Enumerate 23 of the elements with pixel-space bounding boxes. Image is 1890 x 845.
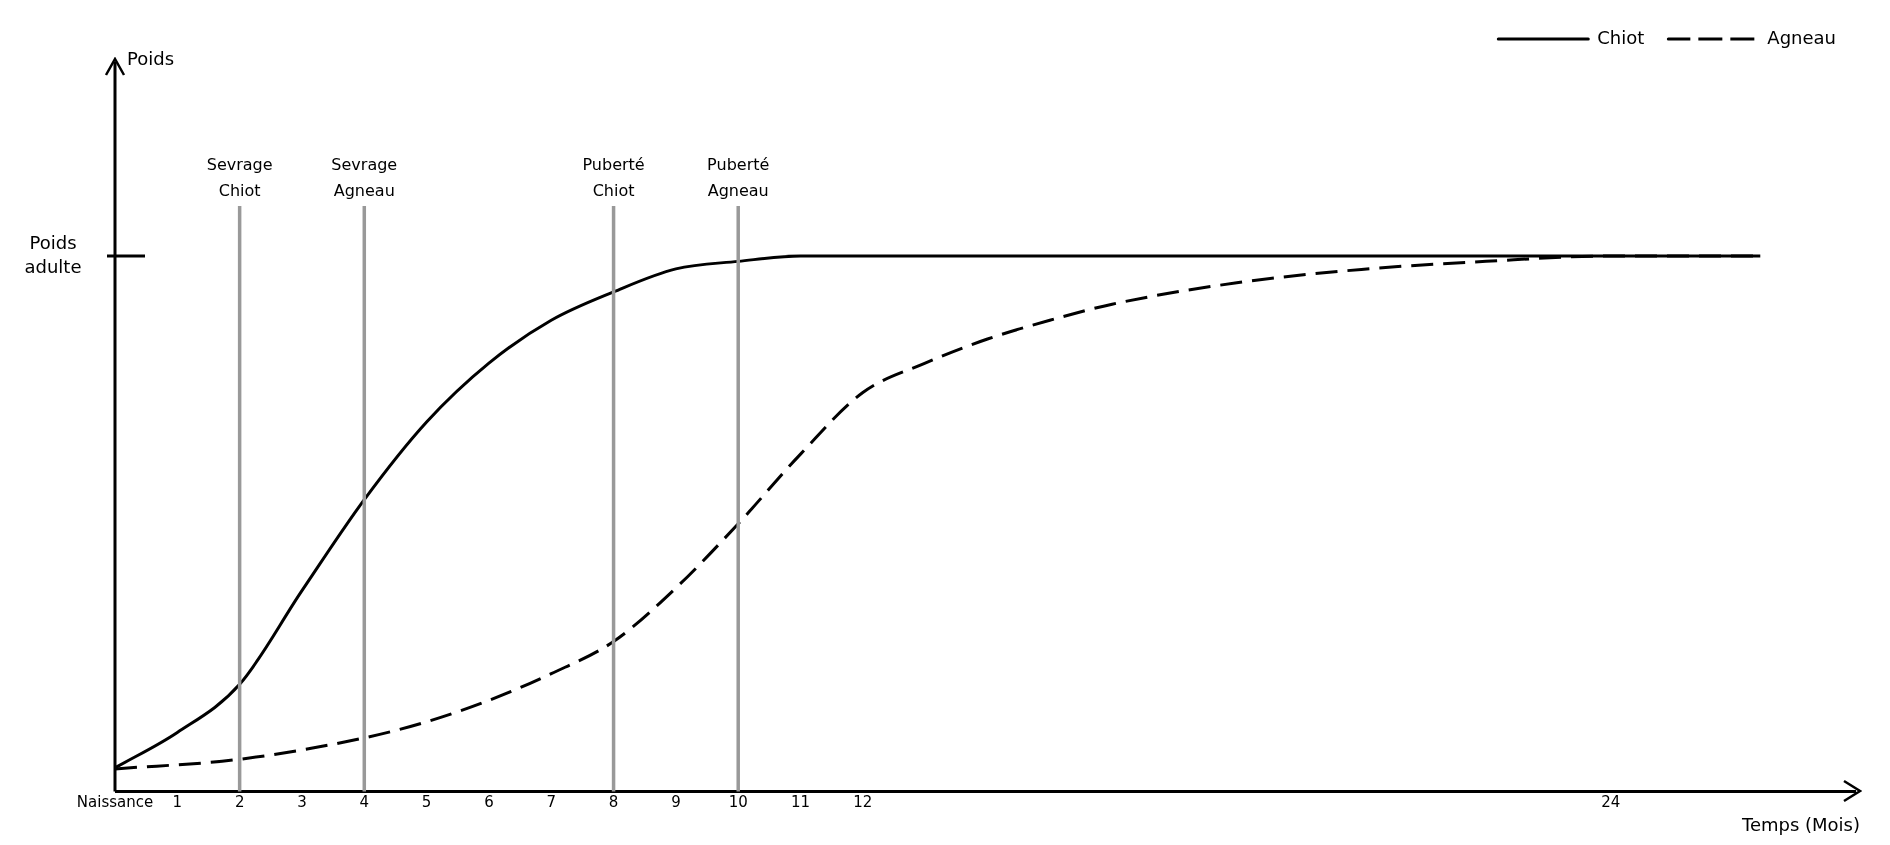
ref-line-label: Sevrage Agneau bbox=[331, 155, 398, 201]
x-tick-label: 10 bbox=[728, 793, 748, 812]
x-tick-label: 24 bbox=[1601, 793, 1621, 812]
x-tick-label: 8 bbox=[608, 793, 619, 812]
x-tick-label: 11 bbox=[790, 793, 811, 812]
legend-label: Agneau bbox=[1767, 26, 1837, 48]
x-axis-title: Temps (Mois) bbox=[1740, 813, 1860, 835]
x-tick-label: 7 bbox=[546, 793, 557, 812]
x-tick-label: 4 bbox=[359, 793, 370, 812]
x-tick-label: 5 bbox=[421, 793, 432, 812]
x-tick-label: Naissance bbox=[76, 793, 154, 812]
x-tick-label: 1 bbox=[172, 793, 183, 812]
text: Poids bbox=[127, 47, 175, 69]
x-tick-label: 2 bbox=[234, 793, 245, 812]
x-tick-label: 6 bbox=[484, 793, 494, 812]
ref-line-label: Puberté Agneau bbox=[707, 155, 770, 201]
x-tick-label: 12 bbox=[853, 793, 873, 812]
legend-label: Chiot bbox=[1597, 26, 1645, 48]
ref-line-label: Puberté Chiot bbox=[582, 155, 645, 201]
text: Poids adulte bbox=[24, 231, 82, 277]
x-tick-label: 3 bbox=[297, 793, 307, 812]
ref-line-label: Sevrage Chiot bbox=[206, 155, 273, 201]
x-tick-label: 9 bbox=[671, 793, 681, 812]
